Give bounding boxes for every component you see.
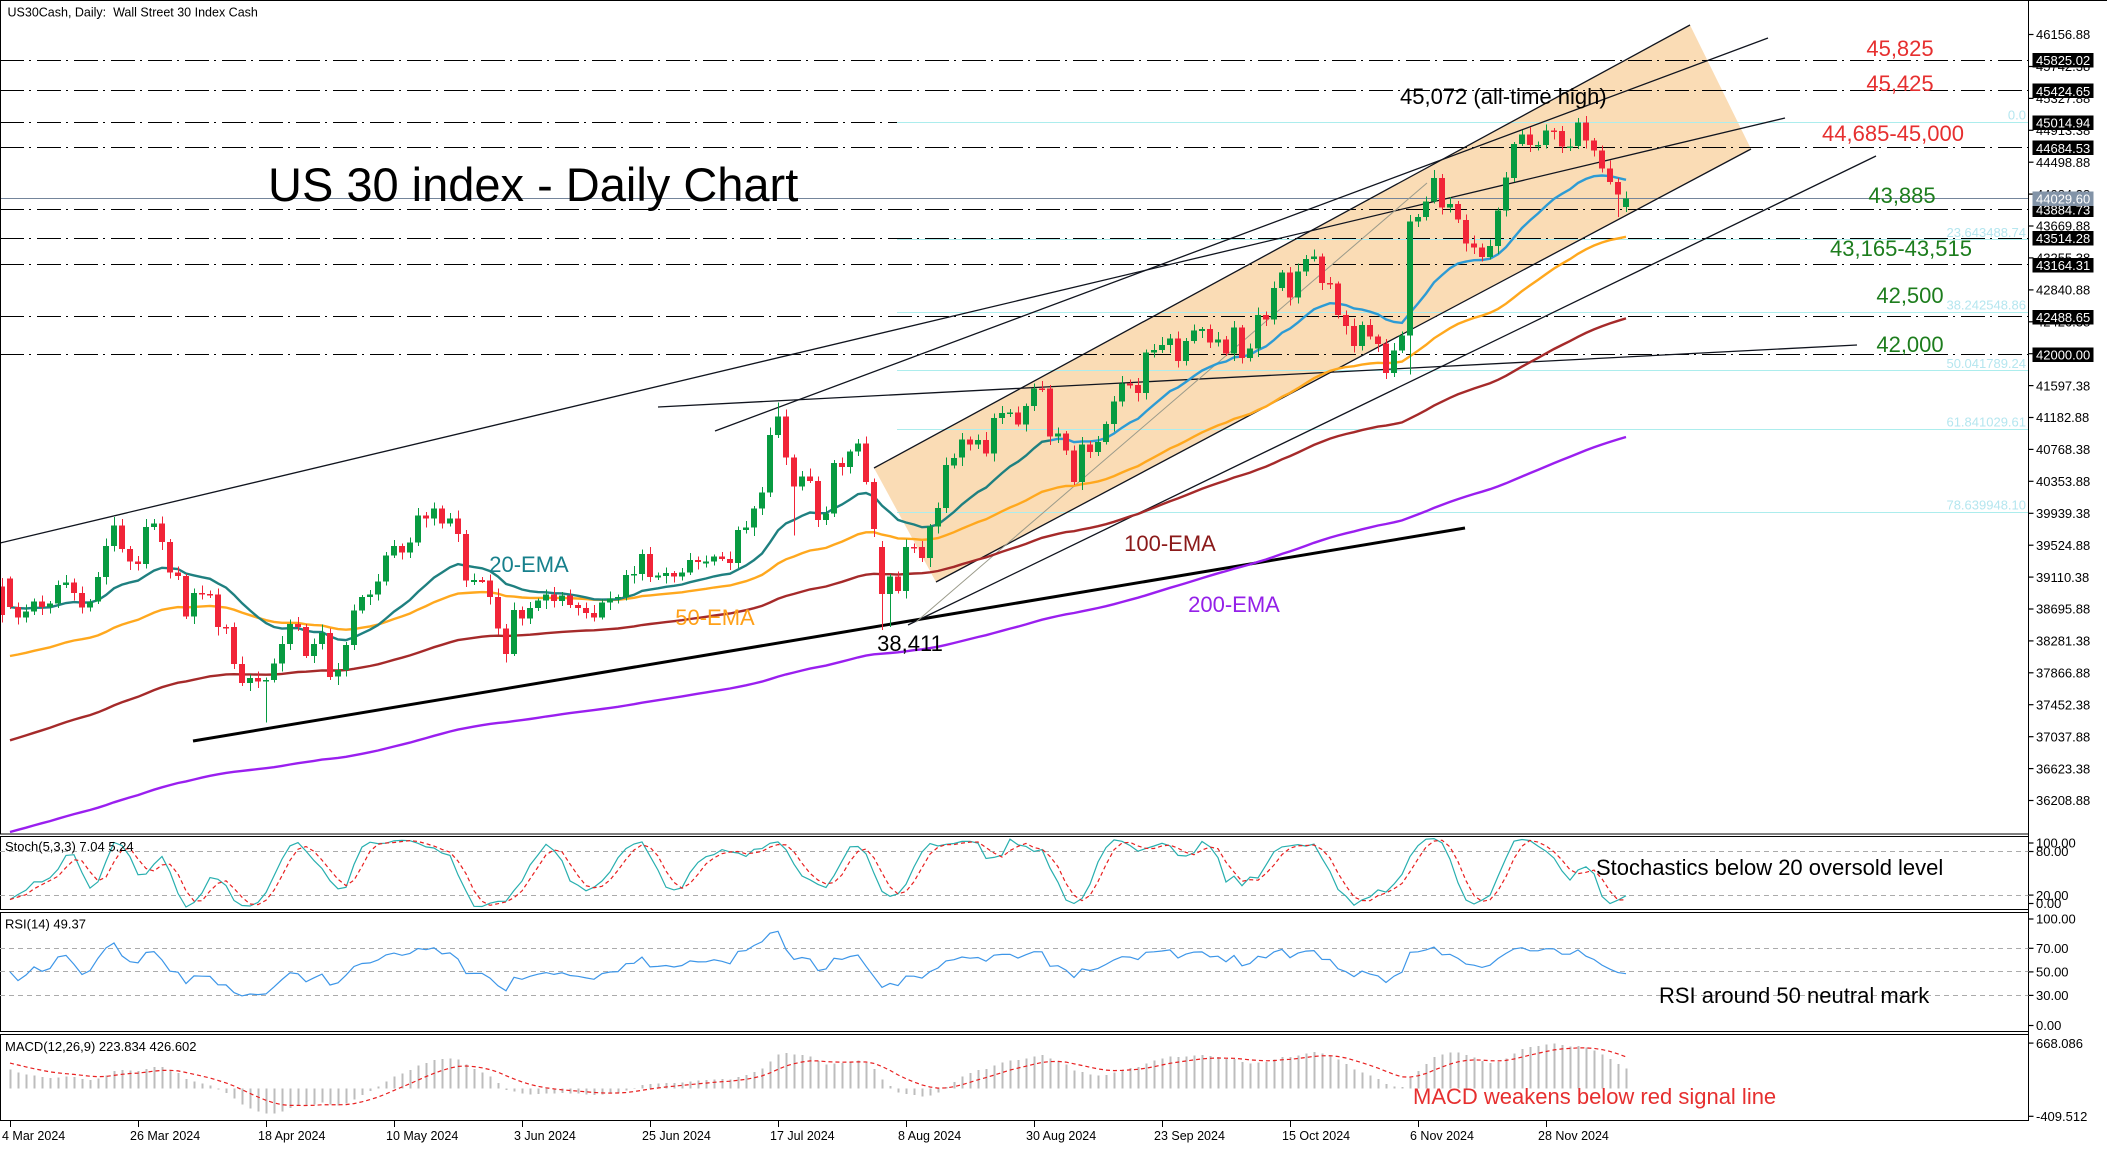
svg-text:43164.31: 43164.31	[2036, 258, 2090, 273]
svg-text:4 Mar 2024: 4 Mar 2024	[2, 1129, 65, 1143]
svg-text:43669.88: 43669.88	[2036, 219, 2090, 234]
svg-text:30 Aug 2024: 30 Aug 2024	[1026, 1129, 1096, 1143]
svg-text:43514.28: 43514.28	[2036, 231, 2090, 246]
svg-text:RSI(14) 49.37: RSI(14) 49.37	[5, 917, 86, 932]
svg-text:US30Cash, Daily: Wall Street: US30Cash, Daily: Wall Street 30 Index Ca…	[8, 6, 258, 20]
svg-text:45014.94: 45014.94	[2036, 115, 2090, 130]
svg-text:41597.38: 41597.38	[2036, 378, 2090, 393]
svg-text:45,072 (all-time high): 45,072 (all-time high)	[1400, 84, 1607, 109]
svg-text:200-EMA: 200-EMA	[1188, 592, 1280, 617]
svg-text:44029.60: 44029.60	[2036, 191, 2090, 206]
svg-text:0.00: 0.00	[2036, 896, 2061, 911]
svg-text:20.00: 20.00	[2036, 888, 2069, 903]
svg-text:Stoch(5,3,3) 7.04 5.24: Stoch(5,3,3) 7.04 5.24	[5, 839, 134, 854]
svg-text:37037.88: 37037.88	[2036, 729, 2090, 744]
svg-text:10 May 2024: 10 May 2024	[386, 1129, 458, 1143]
svg-text:MACD(12,26,9) 223.834 426.602: MACD(12,26,9) 223.834 426.602	[5, 1039, 197, 1054]
svg-text:78.639948.10: 78.639948.10	[1946, 498, 2026, 513]
svg-text:45,425: 45,425	[1866, 71, 1933, 96]
svg-text:28 Nov 2024: 28 Nov 2024	[1538, 1129, 1609, 1143]
svg-text:41182.88: 41182.88	[2036, 410, 2089, 425]
svg-text:42,000: 42,000	[1876, 332, 1943, 357]
svg-text:25 Jun 2024: 25 Jun 2024	[642, 1129, 711, 1143]
svg-text:44684.53: 44684.53	[2036, 141, 2090, 156]
svg-text:36623.38: 36623.38	[2036, 761, 2090, 776]
svg-text:39110.38: 39110.38	[2036, 570, 2089, 585]
svg-text:100.00: 100.00	[2036, 836, 2076, 851]
svg-text:17 Jul 2024: 17 Jul 2024	[770, 1129, 835, 1143]
svg-text:23 Sep 2024: 23 Sep 2024	[1154, 1129, 1225, 1143]
svg-text:38,411: 38,411	[877, 631, 943, 656]
svg-text:43,885: 43,885	[1868, 183, 1935, 208]
svg-text:38695.88: 38695.88	[2036, 602, 2090, 617]
svg-text:100-EMA: 100-EMA	[1124, 531, 1216, 556]
svg-text:44498.88: 44498.88	[2036, 155, 2090, 170]
svg-text:8 Aug 2024: 8 Aug 2024	[898, 1129, 961, 1143]
svg-text:30.00: 30.00	[2036, 988, 2069, 1003]
svg-text:6 Nov 2024: 6 Nov 2024	[1410, 1129, 1474, 1143]
svg-text:38281.38: 38281.38	[2036, 634, 2090, 649]
svg-text:0.00: 0.00	[2036, 1018, 2061, 1033]
svg-text:18 Apr 2024: 18 Apr 2024	[258, 1129, 325, 1143]
svg-text:26 Mar 2024: 26 Mar 2024	[130, 1129, 200, 1143]
svg-text:45424.65: 45424.65	[2036, 84, 2090, 99]
svg-text:45825.02: 45825.02	[2036, 53, 2090, 68]
svg-text:Stochastics below 20 oversold: Stochastics below 20 oversold level	[1596, 855, 1943, 880]
svg-text:42000.00: 42000.00	[2036, 348, 2090, 363]
svg-text:44,685-45,000: 44,685-45,000	[1822, 121, 1964, 146]
svg-text:50-EMA: 50-EMA	[675, 605, 755, 630]
svg-text:100.00: 100.00	[2036, 912, 2076, 927]
svg-text:-409.512: -409.512	[2036, 1109, 2087, 1124]
svg-text:668.086: 668.086	[2036, 1036, 2083, 1051]
svg-text:42840.88: 42840.88	[2036, 283, 2090, 298]
svg-text:3 Jun 2024: 3 Jun 2024	[514, 1129, 576, 1143]
svg-text:RSI around 50 neutral mark: RSI around 50 neutral mark	[1659, 983, 1930, 1008]
svg-text:50.00: 50.00	[2036, 965, 2069, 980]
svg-text:38.242548.86: 38.242548.86	[1946, 297, 2026, 312]
svg-text:43884.73: 43884.73	[2036, 202, 2090, 217]
svg-text:40768.38: 40768.38	[2036, 442, 2090, 457]
svg-text:42,500: 42,500	[1876, 283, 1943, 308]
svg-text:43,165-43,515: 43,165-43,515	[1830, 236, 1972, 261]
svg-text:US 30 index - Daily Chart: US 30 index - Daily Chart	[268, 158, 798, 211]
svg-text:40353.88: 40353.88	[2036, 474, 2090, 489]
svg-text:MACD weakens below red signal: MACD weakens below red signal line	[1413, 1084, 1776, 1109]
svg-text:46156.88: 46156.88	[2036, 27, 2090, 42]
svg-text:15 Oct 2024: 15 Oct 2024	[1282, 1129, 1350, 1143]
svg-text:42488.65: 42488.65	[2036, 310, 2090, 325]
svg-text:0.0: 0.0	[2008, 108, 2026, 123]
svg-text:37866.88: 37866.88	[2036, 666, 2090, 681]
svg-text:37452.38: 37452.38	[2036, 697, 2090, 712]
svg-text:50.041789.24: 50.041789.24	[1946, 356, 2026, 371]
svg-text:61.841029.61: 61.841029.61	[1946, 414, 2026, 429]
svg-text:80.00: 80.00	[2036, 844, 2069, 859]
svg-text:20-EMA: 20-EMA	[489, 552, 569, 577]
svg-text:39939.38: 39939.38	[2036, 506, 2090, 521]
svg-text:70.00: 70.00	[2036, 941, 2069, 956]
svg-text:39524.88: 39524.88	[2036, 538, 2090, 553]
svg-text:23.643488.74: 23.643488.74	[1946, 225, 2026, 240]
svg-text:45,825: 45,825	[1866, 36, 1933, 61]
svg-text:36208.88: 36208.88	[2036, 793, 2090, 808]
